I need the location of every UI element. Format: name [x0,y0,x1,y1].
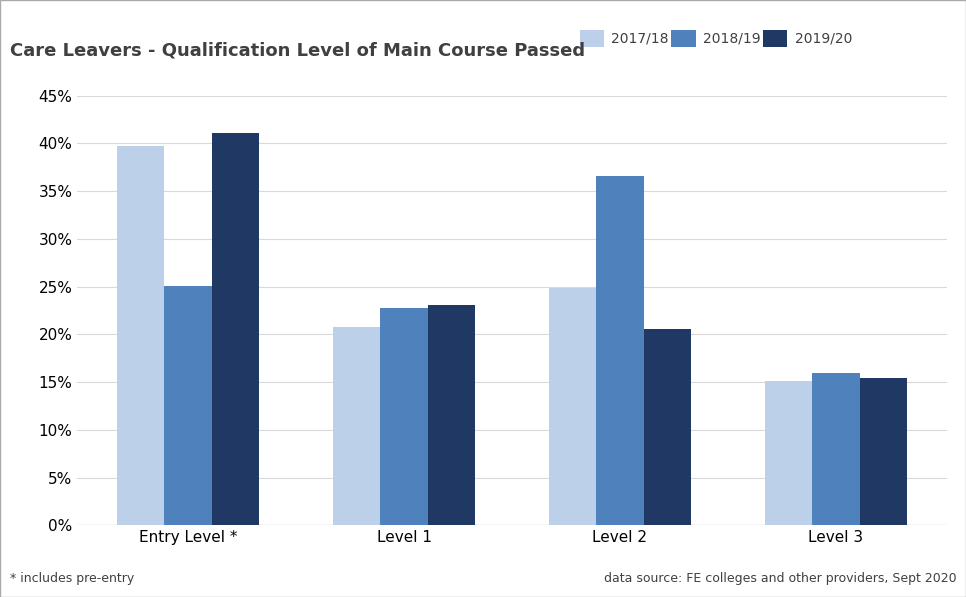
Bar [117,146,164,525]
Text: 2018/19: 2018/19 [703,32,761,46]
Bar [212,133,259,525]
Bar [596,176,643,525]
Text: Care Leavers - Qualification Level of Main Course Passed: Care Leavers - Qualification Level of Ma… [10,42,584,60]
Text: * includes pre-entry: * includes pre-entry [10,572,134,585]
Bar [549,288,596,525]
Bar [643,328,692,525]
Text: data source: FE colleges and other providers, Sept 2020: data source: FE colleges and other provi… [604,572,956,585]
Bar [164,285,212,525]
Bar [332,327,381,525]
Text: 2019/20: 2019/20 [795,32,852,46]
Bar [765,381,812,525]
Text: 2017/18: 2017/18 [611,32,669,46]
Bar [860,378,907,525]
Bar [428,304,475,525]
Bar [812,373,860,525]
Bar [381,307,428,525]
